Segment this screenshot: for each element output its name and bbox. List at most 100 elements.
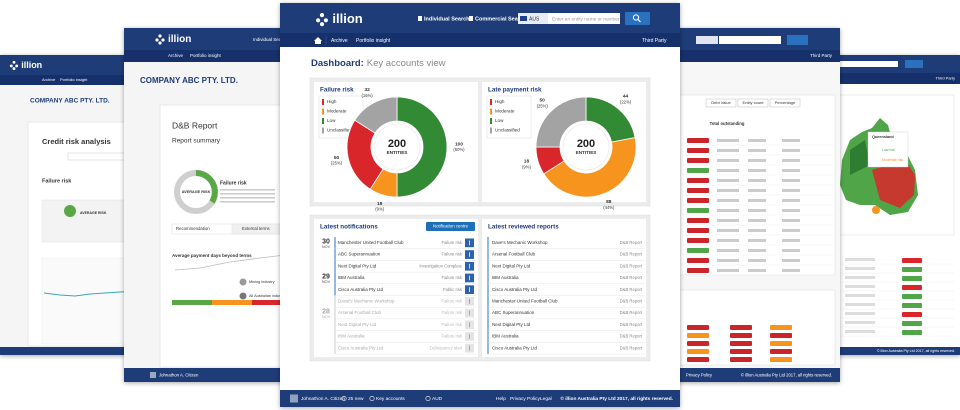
toggle-label[interactable]: Entity count	[743, 100, 765, 105]
title-text: Key accounts view	[367, 58, 446, 69]
footer-item[interactable]: Key accounts	[376, 396, 405, 402]
report-type: D&B Report	[620, 263, 643, 268]
notification-type: Failure risk	[442, 310, 463, 315]
subnav-right[interactable]: Third Party	[642, 38, 667, 44]
table-cell	[717, 269, 739, 272]
notification-name[interactable]: Manchester United Football Club	[338, 240, 404, 245]
notification-type: Failure risk	[442, 298, 463, 303]
nav-item[interactable]: Commercial Search	[475, 16, 527, 22]
report-name[interactable]: Cisco Australia Pty Ltd	[492, 345, 538, 350]
status-pill	[687, 178, 709, 183]
search-btn[interactable]	[787, 35, 808, 45]
legend-swatch	[490, 127, 492, 134]
report-name[interactable]: IBM Australia	[492, 334, 519, 339]
donut-center	[562, 123, 610, 171]
status-pill	[730, 349, 752, 354]
notification-button[interactable]	[426, 222, 475, 231]
notification-name[interactable]: IBM Australia	[338, 275, 365, 280]
toggle-button[interactable]	[705, 98, 737, 108]
toggle-button[interactable]	[737, 98, 769, 108]
notification-name[interactable]: Arsenal Football Club	[338, 310, 382, 315]
logo-dot	[319, 13, 325, 18]
status-pill	[770, 325, 792, 330]
report-type: D&B Report	[620, 310, 643, 315]
search-input[interactable]	[548, 13, 620, 24]
user-name[interactable]: Johnathon A. Citizen	[301, 396, 345, 402]
notification-name[interactable]: IBM Australia	[338, 334, 365, 339]
footer-link[interactable]: Privacy Policy	[510, 396, 540, 402]
report-name[interactable]: Arsenal Football Club	[492, 252, 536, 257]
table-cell	[845, 330, 875, 333]
table-cell	[845, 312, 875, 315]
home-icon[interactable]	[314, 37, 322, 44]
logo: illion	[316, 11, 363, 27]
footer	[672, 368, 840, 382]
nav-icon	[418, 16, 422, 21]
logo-dot	[12, 67, 16, 71]
nav-item[interactable]: Individual Search	[424, 16, 470, 22]
report-name[interactable]: Dave's Mechanic Workshop	[492, 240, 548, 245]
subnav-item[interactable]: Archive	[331, 38, 348, 44]
report-name[interactable]: Next Digital Pty Ltd	[492, 263, 531, 268]
toggle-button[interactable]	[769, 98, 801, 108]
footer-link[interactable]: Help	[496, 396, 506, 402]
legend-label: Low	[327, 118, 336, 123]
footer-item[interactable]: 25 new	[348, 396, 364, 402]
table-cell	[845, 267, 875, 270]
center-label: ENTITIES	[576, 150, 597, 155]
panel-title: Latest reviewed reports	[488, 224, 559, 231]
subnav-item[interactable]: Portfolio insight	[356, 38, 391, 44]
logo-dot	[323, 18, 328, 23]
table-cell	[717, 159, 739, 162]
report-name[interactable]: IBM Australia	[492, 275, 519, 280]
notification-name[interactable]: Cisco Australia Pty Ltd	[338, 345, 384, 350]
report-name[interactable]: Next Digital Pty Ltd	[492, 322, 531, 327]
table-cell	[717, 259, 739, 262]
country[interactable]: AUS	[529, 16, 540, 22]
footer-link[interactable]: Legal	[540, 396, 552, 402]
footer-item[interactable]: AUD	[432, 396, 443, 402]
tab[interactable]: External terms	[242, 226, 270, 231]
notification-name[interactable]: Cisco Australia Pty Ltd	[338, 287, 384, 292]
search-button[interactable]	[625, 12, 650, 25]
footer-icon	[369, 395, 375, 401]
report-name[interactable]: ABC Superannuation	[492, 310, 535, 315]
legend-swatch	[322, 108, 324, 115]
button-label[interactable]: Notification centre	[433, 224, 469, 229]
notification-name[interactable]: Next Digital Pty Ltd	[338, 263, 377, 268]
table-cell	[748, 139, 766, 142]
table-cell	[748, 249, 766, 252]
status-pill	[902, 276, 922, 281]
legend-label: Moderate	[327, 109, 347, 114]
tab[interactable]: Recommendation	[176, 226, 210, 231]
toggle-label[interactable]: Debt Value	[711, 100, 731, 105]
report-name[interactable]: Cisco Australia Pty Ltd	[492, 287, 538, 292]
panel-title: Latest notifications	[320, 224, 378, 231]
scale-orange	[212, 300, 252, 305]
report-type: D&B Report	[620, 334, 643, 339]
legend-box	[318, 95, 364, 139]
notification-type: Failure risk	[442, 334, 463, 339]
search-btn[interactable]	[905, 60, 923, 68]
back-screen-report: illion Individual Search Archive Portfolio …	[124, 28, 288, 382]
notification-name[interactable]: ABC Superannuation	[338, 252, 381, 257]
search	[838, 61, 898, 67]
notification-name[interactable]: Next Digital Pty Ltd	[338, 322, 377, 327]
status-pill	[687, 138, 709, 143]
footer-link[interactable]: Privacy Policy	[686, 373, 713, 378]
date-day: 29	[322, 273, 330, 280]
notification-name[interactable]: David's Mechanic Workshop	[338, 299, 395, 304]
table-cell	[748, 219, 766, 222]
report-name[interactable]: Manchester United Football Club	[492, 299, 558, 304]
back-screen-left: illion Archive Portfolio insight COMPANY AB…	[0, 55, 143, 355]
status-pill	[902, 321, 922, 326]
status-pill	[770, 349, 792, 354]
status-pill	[730, 357, 752, 362]
segment-percent: (16%)	[362, 93, 374, 98]
country-select[interactable]	[518, 13, 548, 24]
table-cell	[845, 258, 875, 261]
legend-dot	[239, 278, 247, 286]
table-cell	[845, 303, 875, 306]
risk-badge	[64, 205, 76, 217]
toggle-label[interactable]: Percentage	[775, 100, 796, 105]
